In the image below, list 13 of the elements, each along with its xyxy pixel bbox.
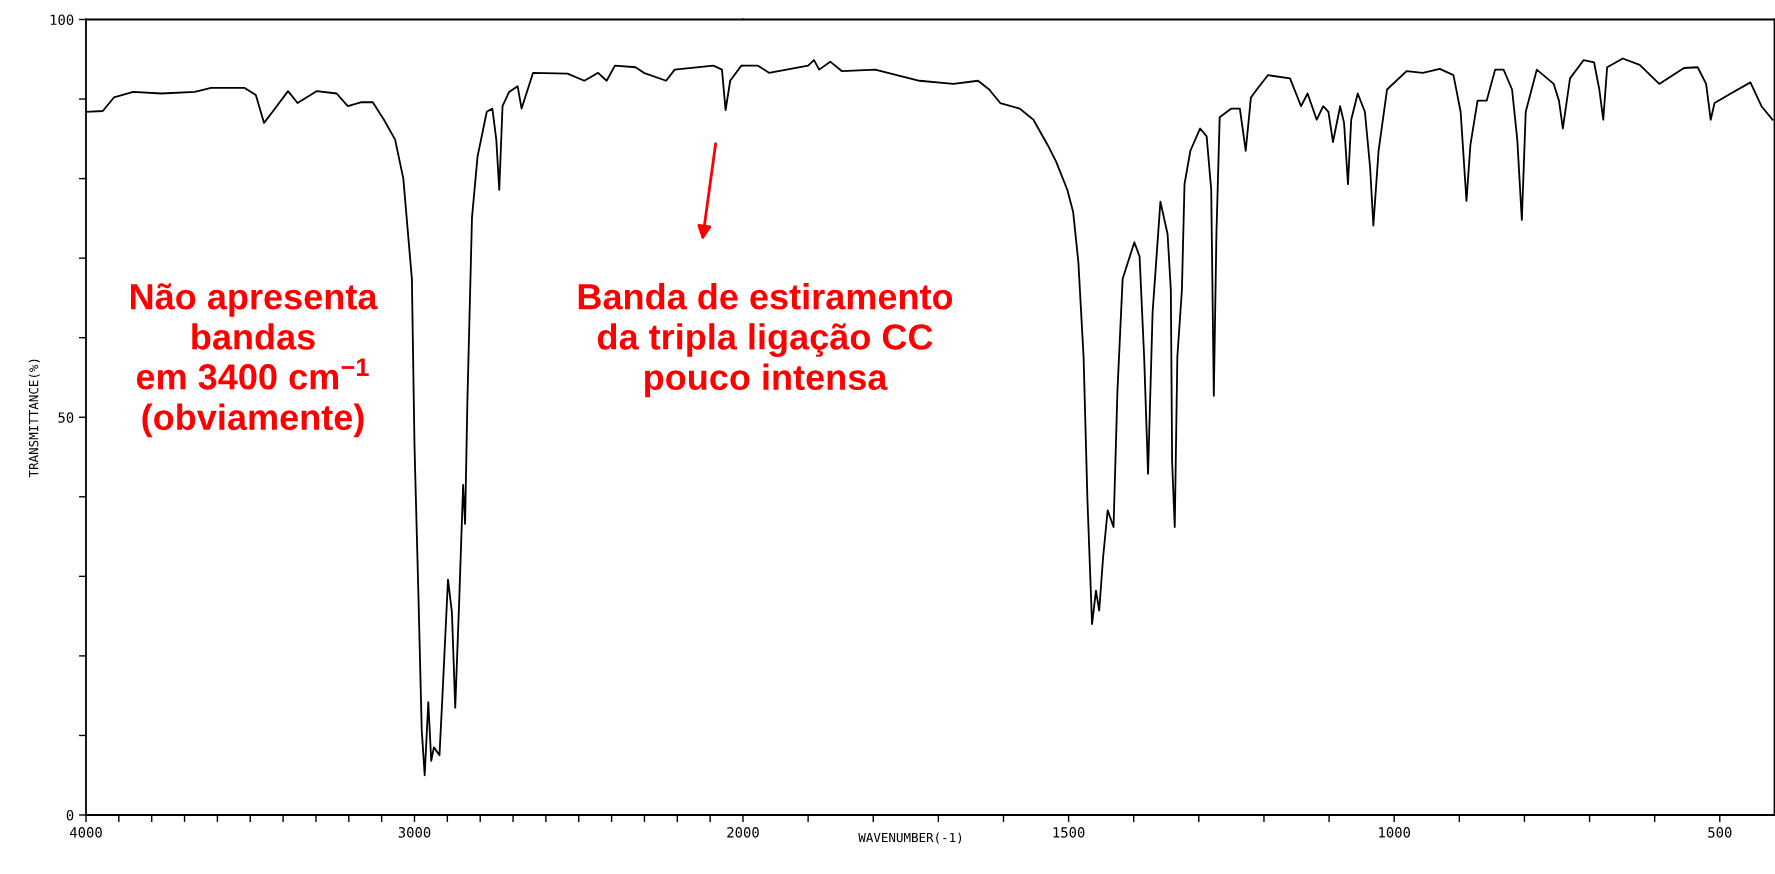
x-tick-label: 2000 bbox=[727, 827, 759, 838]
y-axis-title: TRANSMITTANCE(%) bbox=[28, 359, 40, 478]
y-tick-label: 50 bbox=[58, 412, 74, 423]
annotation: Não apresenta bandas em 3400 cm$^{−1}$ (obviamente) bbox=[130, 283, 378, 438]
x-tick-label: 4000 bbox=[69, 827, 102, 838]
x-tick-label: 1000 bbox=[1379, 827, 1411, 838]
x-tick-label: 500 bbox=[1708, 827, 1732, 838]
x-tick-label: 1500 bbox=[1053, 827, 1085, 838]
x-axis-title: WAVENUMBER(-1) bbox=[858, 832, 962, 844]
annotation: Banda de estiramento da tripla ligação CC pouco intensa bbox=[578, 283, 953, 398]
x-tick-label: 3000 bbox=[398, 827, 431, 838]
y-tick-label: 100 bbox=[50, 14, 74, 26]
y-tick-label: 0 bbox=[66, 810, 74, 821]
